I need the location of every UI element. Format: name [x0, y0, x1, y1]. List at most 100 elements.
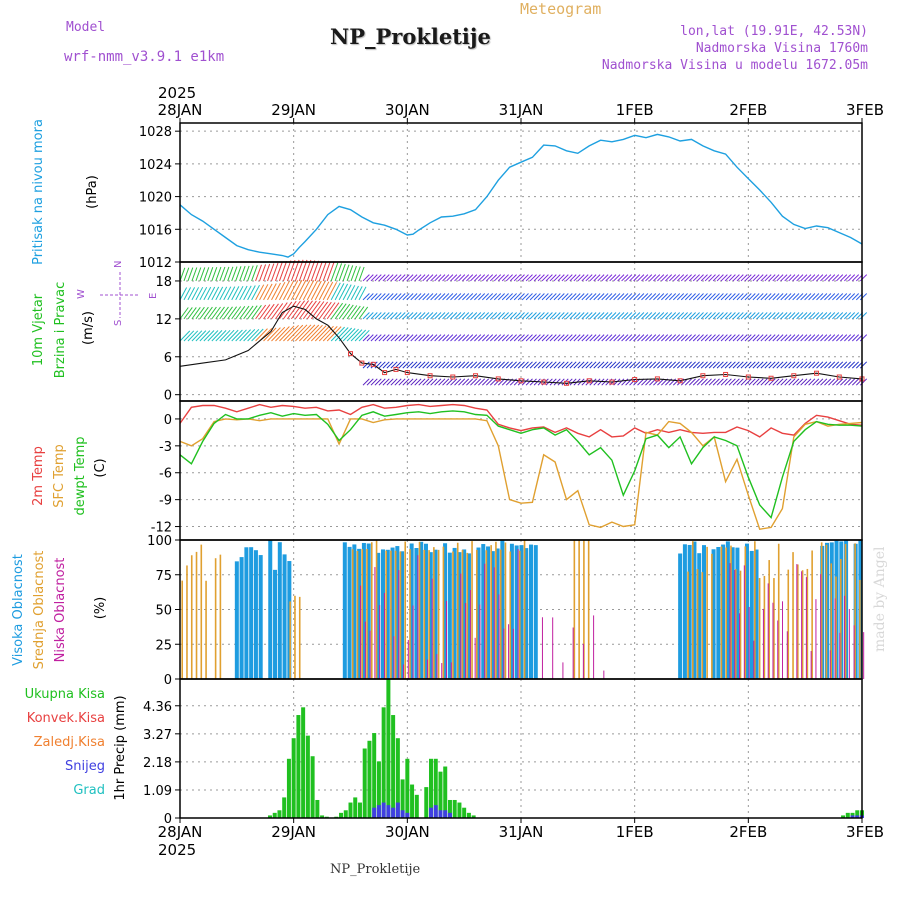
wind-barb: [812, 274, 820, 282]
wind-barb: [521, 334, 529, 342]
wind-barb: [370, 334, 378, 342]
wind-barb: [788, 274, 796, 282]
total-precip-bar: [367, 740, 372, 818]
panel-frame-wind: [179, 261, 863, 402]
wind-barb: [529, 293, 537, 301]
wind-barb: [764, 274, 772, 282]
wind-barb: [796, 361, 804, 369]
wind-barb: [211, 267, 218, 282]
wind-barb: [708, 361, 716, 369]
wind-barb: [617, 334, 625, 342]
wind-barb: [390, 293, 398, 301]
wind-barb: [577, 274, 585, 282]
wind-barb: [700, 334, 708, 342]
wind-barb: [569, 293, 577, 301]
wind-barb: [744, 334, 752, 342]
wind-barb: [485, 312, 494, 320]
wind-side-label-1: 10m Vjetar: [31, 293, 46, 366]
wind-barb: [509, 361, 517, 369]
wind-barb: [430, 312, 438, 320]
wind-barb: [350, 265, 357, 282]
wind-barb: [645, 293, 653, 301]
wind-barb: [374, 378, 382, 386]
total-precip-bar: [429, 758, 434, 818]
wind-barb: [342, 284, 352, 301]
wind-barb: [493, 312, 502, 320]
high-cloud-bar: [428, 552, 433, 679]
wind-barb: [418, 293, 426, 301]
wind-barb: [820, 334, 828, 342]
chart-title: NP_Prokletije: [330, 24, 491, 49]
snow-bar: [855, 815, 860, 818]
wind-barb: [796, 274, 804, 282]
wind-barb: [672, 378, 681, 386]
wind-barb: [661, 293, 669, 301]
wind-barb: [426, 312, 434, 320]
wind-barb: [394, 378, 402, 386]
wind-barb: [657, 334, 665, 342]
wind-barb: [824, 312, 832, 320]
wind-barb: [434, 334, 442, 342]
wind-barb: [442, 361, 450, 369]
high-cloud-bar: [749, 550, 754, 679]
wind-barb: [732, 274, 740, 282]
wind-barb: [537, 334, 545, 342]
high-cloud-bar: [414, 548, 419, 679]
wind-barb: [672, 334, 681, 342]
total-precip-bar: [301, 707, 306, 818]
wind-barb: [223, 266, 230, 282]
wind-barb: [549, 274, 557, 282]
wind-barb: [398, 361, 406, 369]
wind-barb: [481, 312, 490, 320]
wind-barb: [637, 334, 645, 342]
wind-barb: [279, 281, 290, 301]
wind-barb: [406, 293, 414, 301]
y-tick-label: 1.09: [143, 784, 172, 799]
wind-barb: [641, 378, 649, 386]
wind-barb: [195, 267, 202, 282]
wind-barb: [231, 286, 240, 301]
total-precip-bar: [386, 679, 391, 818]
wind-barb: [493, 334, 502, 342]
wind-barb: [505, 334, 513, 342]
wind-barb: [478, 378, 486, 386]
wind-barb: [481, 293, 490, 301]
wind-barb: [676, 312, 685, 320]
wind-barb: [426, 293, 434, 301]
wind-barb: [450, 334, 458, 342]
wind-barb: [219, 306, 229, 320]
high-cloud-bar: [385, 549, 390, 679]
year-label-top: 2025: [158, 84, 196, 102]
wind-speed-marker: [404, 370, 410, 376]
wind-barb: [458, 334, 466, 342]
wind-barb: [684, 361, 692, 369]
wind-barb: [768, 334, 776, 342]
wind-barb: [613, 361, 621, 369]
wind-barb: [692, 334, 700, 342]
wind-barb: [832, 293, 840, 301]
wind-barb: [832, 312, 840, 320]
wind-speed-marker: [427, 373, 433, 379]
wind-barb: [553, 361, 561, 369]
total-precip-bar: [343, 810, 348, 818]
wind-barb: [720, 378, 728, 386]
wind-barb: [557, 274, 565, 282]
total-precip-bar: [291, 738, 296, 818]
wind-barb: [812, 361, 820, 369]
wind-barb: [704, 361, 712, 369]
wind-barb: [756, 312, 764, 320]
wind-barb: [418, 274, 426, 282]
wind-barb: [378, 334, 386, 342]
wind-barb: [330, 262, 339, 282]
wind-barb: [621, 312, 629, 320]
total-precip-bar: [457, 802, 462, 818]
wind-barb: [223, 306, 233, 320]
wind-barb: [748, 293, 756, 301]
wind-barb: [848, 312, 856, 320]
wind-barb: [219, 286, 228, 301]
snow-bar: [433, 805, 438, 818]
wind-barb: [748, 312, 756, 320]
wind-barb: [633, 274, 641, 282]
wind-barb: [382, 334, 390, 342]
wind-barb: [629, 274, 637, 282]
